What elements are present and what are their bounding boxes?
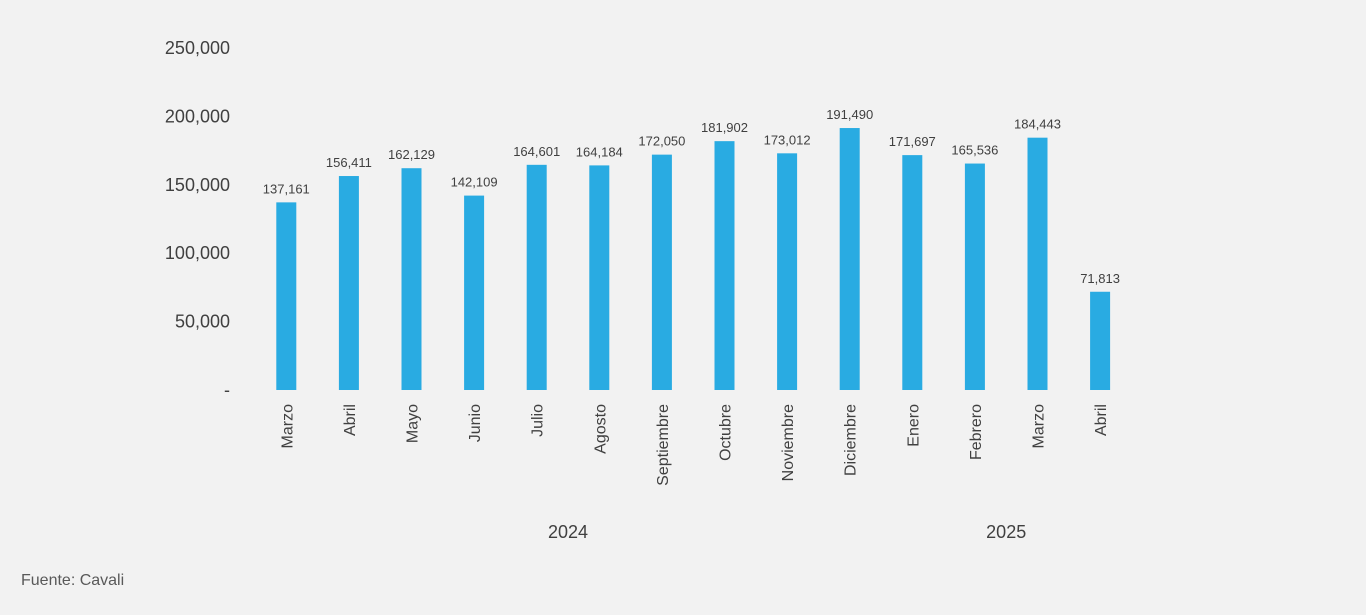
x-tick-label: Abril bbox=[1093, 404, 1110, 436]
bar bbox=[338, 176, 359, 390]
y-tick-label: 100,000 bbox=[165, 243, 230, 263]
x-tick-label: Abril bbox=[342, 404, 359, 436]
bar bbox=[526, 164, 547, 390]
data-label: 173,012 bbox=[764, 132, 811, 147]
data-label: 184,443 bbox=[1014, 117, 1061, 132]
data-label: 181,902 bbox=[701, 120, 748, 135]
data-label: 164,184 bbox=[576, 144, 623, 159]
bar bbox=[401, 168, 422, 390]
x-tick-label: Agosto bbox=[592, 404, 609, 454]
bar bbox=[651, 154, 672, 390]
chart-panel: - 50,000 100,000 150,000 200,000 250,000 137,1… bbox=[8, 8, 1358, 608]
data-label: 172,050 bbox=[638, 134, 685, 149]
bar bbox=[1090, 291, 1111, 390]
group-label: 2024 bbox=[548, 522, 588, 542]
data-label: 164,601 bbox=[513, 144, 560, 159]
source-note: Fuente: Cavali bbox=[21, 572, 125, 589]
y-tick-label: - bbox=[224, 380, 230, 400]
data-label: 162,129 bbox=[388, 147, 435, 162]
bar bbox=[276, 202, 297, 390]
bar bbox=[839, 128, 860, 390]
x-tick-label: Febrero bbox=[968, 404, 985, 460]
x-tick-label: Junio bbox=[467, 404, 484, 442]
data-label: 191,490 bbox=[826, 107, 873, 122]
x-tick-label: Marzo bbox=[279, 404, 296, 449]
data-label: 171,697 bbox=[889, 134, 936, 149]
x-tick-label: Enero bbox=[905, 404, 922, 447]
y-tick-label: 250,000 bbox=[165, 38, 230, 58]
bar-chart: - 50,000 100,000 150,000 200,000 250,000 137,1… bbox=[165, 38, 1120, 542]
x-tick-label: Noviembre bbox=[780, 404, 797, 481]
data-label: 165,536 bbox=[951, 143, 998, 158]
data-label: 156,411 bbox=[326, 155, 372, 170]
y-tick-label: 200,000 bbox=[165, 106, 230, 126]
y-tick-label: 50,000 bbox=[175, 312, 230, 332]
x-tick-label: Marzo bbox=[1031, 404, 1048, 449]
group-label: 2025 bbox=[986, 522, 1026, 542]
x-tick-label: Diciembre bbox=[843, 404, 860, 476]
bar bbox=[714, 141, 735, 390]
data-label: 71,813 bbox=[1080, 271, 1120, 286]
x-tick-label: Julio bbox=[530, 404, 547, 437]
y-tick-label: 150,000 bbox=[165, 175, 230, 195]
x-tick-label: Mayo bbox=[405, 404, 422, 443]
bar bbox=[964, 163, 985, 390]
bar bbox=[902, 155, 923, 390]
data-label: 137,161 bbox=[263, 181, 310, 196]
bar bbox=[589, 165, 610, 390]
data-label: 142,109 bbox=[451, 175, 498, 190]
x-tick-label: Septiembre bbox=[655, 404, 672, 486]
bar bbox=[777, 153, 798, 390]
bar bbox=[1027, 137, 1048, 390]
x-tick-label: Octubre bbox=[718, 404, 735, 461]
bar bbox=[464, 195, 485, 390]
